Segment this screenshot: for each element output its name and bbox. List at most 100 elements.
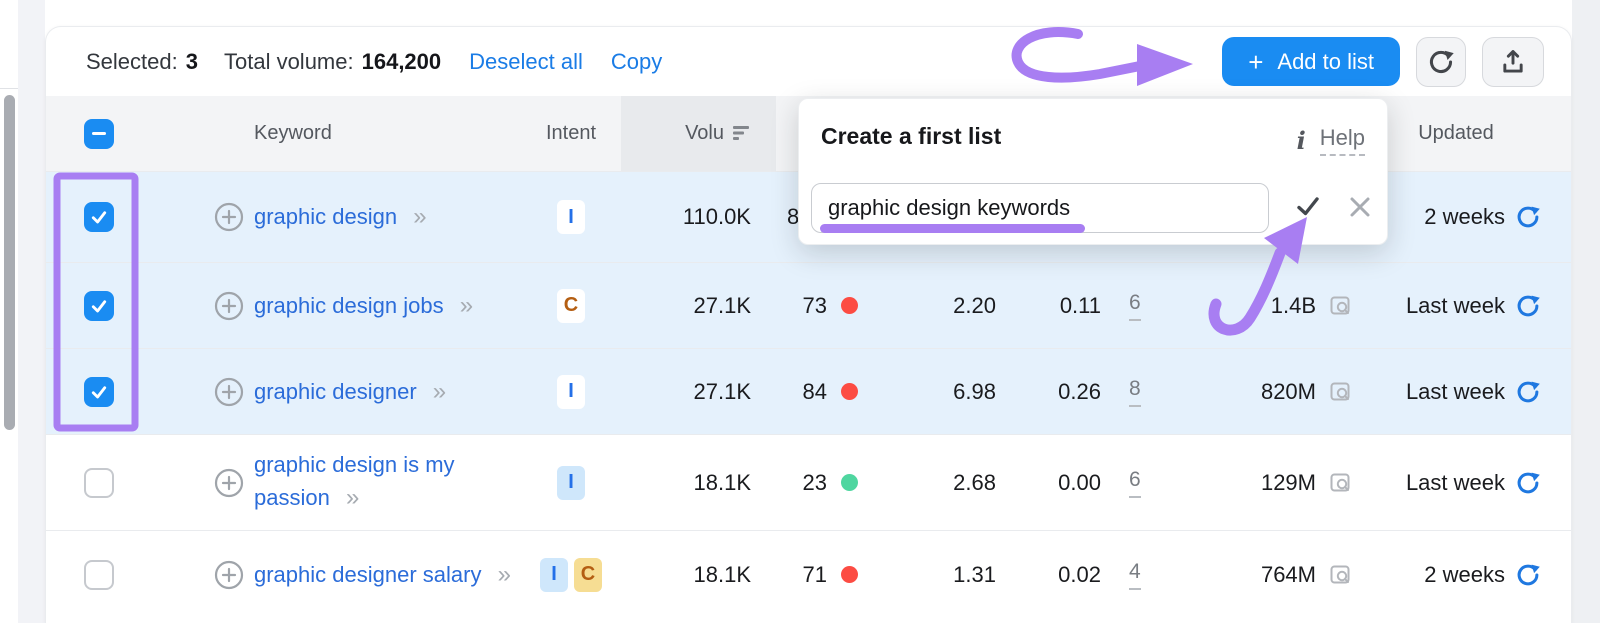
intent-badge[interactable]: C — [574, 557, 602, 592]
intent-cell: I — [521, 435, 621, 530]
refresh-icon — [1429, 50, 1454, 73]
create-list-popup: Create a first list i Help — [798, 98, 1388, 245]
intent-cell: C — [521, 263, 621, 348]
header-intent[interactable]: Intent — [545, 122, 597, 144]
list-name-input[interactable] — [811, 183, 1269, 233]
sort-desc-icon[interactable] — [733, 126, 751, 141]
row-checkbox[interactable] — [84, 559, 114, 590]
double-chevron-icon[interactable]: » — [459, 291, 474, 319]
double-chevron-icon[interactable]: » — [432, 377, 447, 405]
serp-features-count[interactable]: 4 — [1129, 560, 1141, 590]
kd-value: 8 — [787, 204, 800, 229]
info-icon[interactable]: i — [1296, 126, 1306, 155]
export-button[interactable] — [1482, 36, 1544, 87]
cpc-cell: 2.20 — [953, 292, 996, 318]
toolbar-actions: + Add to list — [1222, 36, 1544, 87]
expand-plus-icon[interactable] — [214, 377, 244, 407]
help-link[interactable]: Help — [1319, 125, 1365, 156]
confirm-check-icon[interactable] — [1295, 193, 1321, 219]
serp-features-cell: 6 — [1106, 263, 1166, 348]
results-value: 1.4B — [1270, 292, 1316, 318]
volume-cell: 18.1K — [693, 469, 752, 495]
refresh-metrics-icon[interactable] — [1515, 204, 1541, 230]
header-volume[interactable]: Volu — [685, 122, 724, 144]
serp-features-count[interactable]: 8 — [1129, 377, 1141, 407]
kd-cell: 73 — [776, 263, 881, 348]
deselect-all-link[interactable]: Deselect all — [469, 48, 583, 74]
add-to-list-button[interactable]: + Add to list — [1222, 37, 1400, 86]
keyword-link[interactable]: graphic design — [254, 204, 398, 230]
row-checkbox[interactable] — [84, 467, 114, 498]
kd-dot — [841, 383, 858, 400]
table-body: graphic design » I 110.0K 8 2 weeks — [46, 171, 1571, 618]
serp-features-count[interactable]: 6 — [1129, 468, 1141, 498]
intent-badge[interactable]: I — [557, 465, 585, 500]
intent-badge[interactable]: C — [557, 288, 585, 323]
kd-cell: 84 — [776, 349, 881, 434]
export-icon — [1503, 49, 1523, 73]
row-checkbox[interactable] — [84, 202, 114, 232]
row-checkbox[interactable] — [84, 376, 114, 407]
keyword-link[interactable]: graphic designer — [254, 378, 417, 404]
keyword-link[interactable]: graphic design is my passion — [254, 452, 455, 511]
intent-badge[interactable]: I — [557, 374, 585, 409]
popup-help: i Help — [1297, 125, 1365, 156]
serp-preview-icon[interactable] — [1328, 293, 1354, 319]
kd-value: 73 — [802, 292, 827, 318]
updated-cell: 2 weeks — [1366, 531, 1546, 618]
cpc-cell: 6.98 — [953, 378, 996, 404]
competition-cell: 0.11 — [1059, 292, 1101, 318]
refresh-metrics-icon[interactable] — [1515, 470, 1541, 496]
selected-label: Selected: — [86, 48, 178, 74]
intent-badge[interactable]: I — [557, 200, 585, 234]
kd-dot — [841, 566, 858, 583]
vertical-scrollbar[interactable] — [4, 95, 15, 430]
updated-cell: 2 weeks — [1366, 172, 1546, 262]
total-volume-label: Total volume: — [223, 48, 354, 74]
keyword-link[interactable]: graphic design jobs — [254, 292, 444, 318]
competition-cell: 0.00 — [1058, 469, 1101, 495]
header-updated[interactable]: Updated — [1418, 122, 1494, 144]
kd-cell: 23 — [776, 435, 881, 530]
serp-preview-icon[interactable] — [1328, 562, 1354, 588]
kd-value: 23 — [802, 469, 827, 495]
right-gutter — [1572, 0, 1600, 623]
refresh-metrics-icon[interactable] — [1515, 293, 1541, 319]
serp-features-count[interactable]: 6 — [1129, 291, 1141, 321]
double-chevron-icon[interactable]: » — [497, 560, 511, 588]
refresh-metrics-icon[interactable] — [1515, 379, 1541, 405]
header-keyword[interactable]: Keyword — [254, 122, 332, 144]
serp-preview-icon[interactable] — [1328, 379, 1354, 405]
table-row: graphic designer » I 27.1K 84 6.98 0.26 … — [46, 348, 1571, 434]
refresh-table-button[interactable] — [1416, 36, 1466, 87]
refresh-metrics-icon[interactable] — [1515, 562, 1541, 588]
table-row: graphic design jobs » C 27.1K 73 2.20 0.… — [46, 262, 1571, 348]
serp-features-cell: 4 — [1106, 531, 1166, 618]
kd-cell: 8 — [776, 172, 881, 262]
select-all-checkbox[interactable] — [84, 118, 114, 149]
expand-plus-icon[interactable] — [214, 468, 244, 498]
expand-plus-icon[interactable] — [214, 202, 244, 232]
updated-value: 2 weeks — [1424, 204, 1505, 229]
plus-icon: + — [1248, 46, 1264, 77]
copy-link[interactable]: Copy — [610, 48, 663, 74]
results-cell: 1.4B — [1166, 263, 1366, 348]
keyword-link[interactable]: graphic designer salary — [254, 561, 482, 587]
double-chevron-icon[interactable]: » — [413, 203, 427, 231]
double-chevron-icon[interactable]: » — [345, 484, 360, 512]
expand-plus-icon[interactable] — [214, 560, 244, 590]
left-gutter — [18, 0, 45, 623]
serp-preview-icon[interactable] — [1328, 470, 1354, 496]
updated-value: Last week — [1405, 469, 1505, 495]
updated-cell: Last week — [1366, 435, 1546, 530]
row-checkbox[interactable] — [84, 290, 114, 321]
expand-plus-icon[interactable] — [214, 291, 244, 321]
cancel-x-icon[interactable] — [1348, 195, 1372, 219]
left-panel-divider — [0, 88, 18, 89]
volume-cell: 110.0K — [682, 204, 751, 229]
intent-badge[interactable]: I — [540, 557, 568, 592]
intent-cell: I — [521, 172, 621, 262]
